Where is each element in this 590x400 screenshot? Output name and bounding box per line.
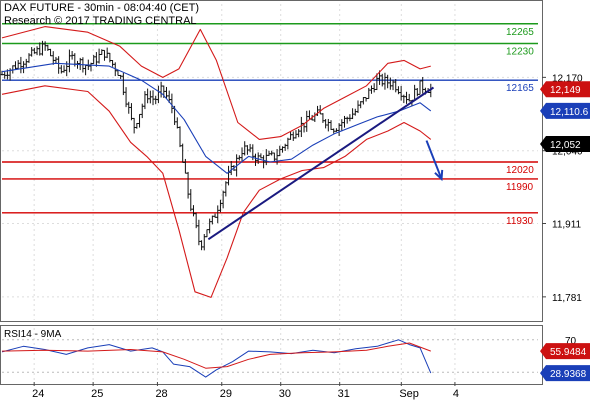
x-tick-label: 30 [279, 388, 291, 400]
series-layer [0, 26, 433, 378]
forecast-arrow-head [434, 169, 444, 182]
level-label: 12020 [506, 165, 534, 176]
x-tick-label: 25 [91, 388, 103, 400]
rsi-line [1, 339, 432, 378]
rsi-value-tag-bg [540, 343, 590, 360]
chart-source: Research © 2017 TRADING CENTRAL [4, 15, 197, 27]
rsi-value-tag-bg [540, 365, 590, 382]
rsi-value-tag: 28.9368 [540, 365, 590, 382]
grid-layer [2, 4, 538, 383]
axis-label-layer: 24 25 28 29 30 31 Sep 4 12,170 12,040 11,911 11,781… [4, 73, 583, 400]
x-tick-label: Sep [399, 388, 419, 400]
level-label: 12265 [506, 27, 534, 38]
forecast-arrow-shaft [425, 140, 443, 180]
level-label: 11990 [506, 182, 534, 193]
bollinger-upper-line [1, 26, 431, 140]
main-panel-frame [0, 0, 543, 322]
x-tick-label: 4 [453, 388, 459, 400]
last-value-tag: 12,110.6 [540, 102, 590, 119]
last-value-tag-bg [540, 135, 590, 152]
x-tick-label: 31 [338, 388, 350, 400]
rsi-panel-frame [0, 325, 543, 385]
rsi-y-tick-label: 70 [565, 336, 577, 347]
last-value-tag: 12,052 [540, 135, 590, 152]
support-resistance-layer: 12265 12230 12165 12020 11990 11930 [2, 23, 538, 227]
rsi-value-tag-text: 28.9368 [550, 369, 587, 380]
y-tick-label: 12,040 [552, 147, 583, 158]
moving-average-line [1, 62, 432, 174]
rsi-panel-title: RSI14 - 9MA [4, 329, 62, 340]
last-value-tag: 12,149 [540, 81, 590, 98]
y-tick-label: 11,911 [552, 220, 582, 231]
value-tag-layer: 12,149 12,110.6 12,052 55.9484 28.9368 [540, 81, 590, 382]
x-tick-label: 29 [220, 388, 232, 400]
last-value-tag-bg [540, 81, 590, 98]
y-tick-label: 12,170 [552, 73, 583, 84]
bollinger-lower-line [1, 85, 432, 298]
level-label: 11930 [506, 216, 534, 227]
last-value-tag-bg [540, 102, 590, 119]
level-label: 12230 [506, 47, 534, 58]
x-tick-label: 28 [155, 388, 167, 400]
annotation-layer [207, 86, 444, 241]
chart-title: DAX FUTURE - 30min - 08:04:40 (CET) [4, 2, 199, 14]
last-value-tag-text: 12,149 [550, 85, 581, 96]
rsi-value-tag: 55.9484 [540, 343, 590, 360]
last-value-tag-text: 12,110.6 [550, 107, 589, 118]
x-tick-label: 24 [32, 388, 44, 400]
trendline [207, 86, 435, 241]
y-tick-label: 11,781 [552, 293, 582, 304]
rsi-ma-line [1, 342, 431, 369]
level-label: 12165 [506, 83, 534, 94]
rsi-value-tag-text: 55.9484 [550, 347, 587, 358]
last-value-tag-text: 12,052 [550, 140, 581, 151]
